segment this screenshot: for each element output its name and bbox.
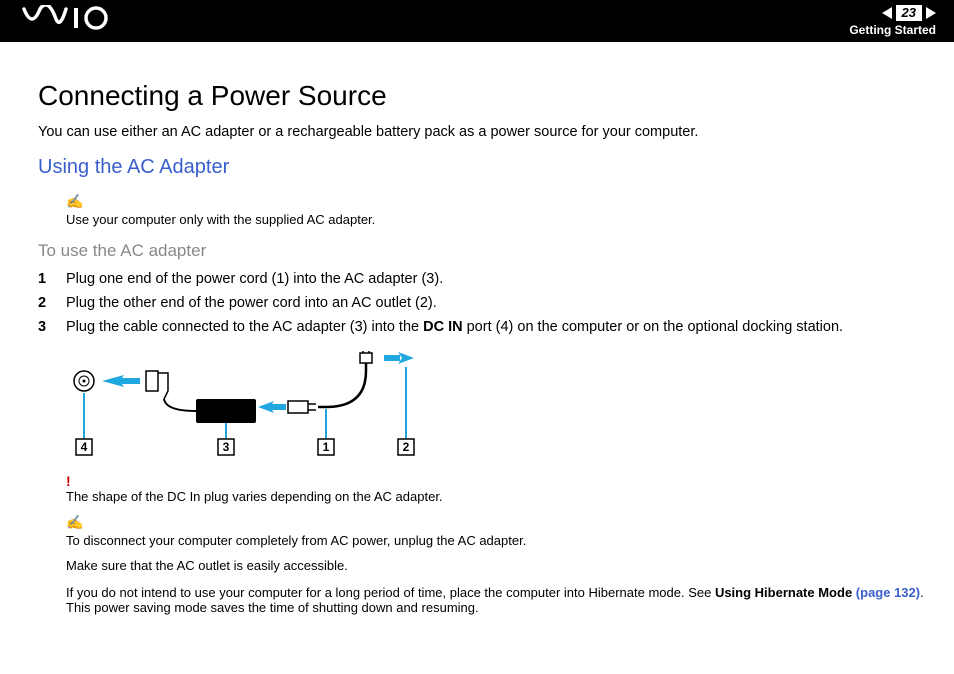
- step-text-after: port (4) on the computer or on the optio…: [463, 319, 843, 335]
- note-text-2: To disconnect your computer completely f…: [66, 533, 924, 548]
- step-text: Plug one end of the power cord (1) into …: [66, 271, 443, 287]
- step-item: 3 Plug the cable connected to the AC ada…: [38, 319, 924, 335]
- note4-before: If you do not intend to use your compute…: [66, 585, 715, 600]
- step-item: 1 Plug one end of the power cord (1) int…: [38, 271, 924, 287]
- step-text: Plug the other end of the power cord int…: [66, 295, 437, 311]
- header-right: 23 Getting Started: [849, 5, 936, 37]
- warning-icon: !: [66, 473, 924, 489]
- steps-list: 1 Plug one end of the power cord (1) int…: [38, 271, 924, 335]
- vaio-logo: [22, 5, 112, 38]
- step-number: 2: [38, 295, 66, 311]
- intro-text: You can use either an AC adapter or a re…: [38, 124, 924, 140]
- step-number: 3: [38, 319, 66, 335]
- procedure-title: To use the AC adapter: [38, 241, 924, 261]
- step-item: 2 Plug the other end of the power cord i…: [38, 295, 924, 311]
- svg-text:4: 4: [81, 440, 88, 454]
- warning-text: The shape of the DC In plug varies depen…: [66, 489, 924, 504]
- svg-text:2: 2: [403, 440, 410, 454]
- step-text: Plug the cable connected to the AC adapt…: [66, 319, 843, 335]
- page-number: 23: [896, 5, 922, 21]
- note-block-2: ✍ To disconnect your computer completely…: [66, 514, 924, 548]
- note-block-1: ✍ Use your computer only with the suppli…: [66, 193, 924, 227]
- step-text-bold: DC IN: [423, 319, 462, 335]
- note-text-3: Make sure that the AC outlet is easily a…: [66, 558, 924, 573]
- page-title: Connecting a Power Source: [38, 80, 924, 112]
- note4-bold: Using Hibernate Mode: [715, 585, 856, 600]
- pencil-note-icon: ✍: [66, 514, 924, 531]
- svg-text:1: 1: [323, 440, 330, 454]
- warning-block: ! The shape of the DC In plug varies dep…: [66, 473, 924, 504]
- svg-text:3: 3: [223, 440, 230, 454]
- header-bar: 23 Getting Started: [0, 0, 954, 42]
- page-nav: 23: [882, 5, 936, 21]
- pencil-note-icon: ✍: [66, 193, 924, 210]
- hibernate-page-link[interactable]: (page 132): [856, 585, 920, 600]
- page-content: Connecting a Power Source You can use ei…: [0, 42, 954, 615]
- step-text-before: Plug the cable connected to the AC adapt…: [66, 319, 423, 335]
- note-text-1: Use your computer only with the supplied…: [66, 212, 924, 227]
- step-number: 1: [38, 271, 66, 287]
- prev-page-arrow-icon[interactable]: [882, 7, 892, 19]
- section-name: Getting Started: [849, 23, 936, 37]
- subsection-title: Using the AC Adapter: [38, 156, 924, 179]
- note-text-4: If you do not intend to use your compute…: [66, 585, 924, 615]
- ac-adapter-diagram: 4 3 1 2: [66, 351, 426, 461]
- next-page-arrow-icon[interactable]: [926, 7, 936, 19]
